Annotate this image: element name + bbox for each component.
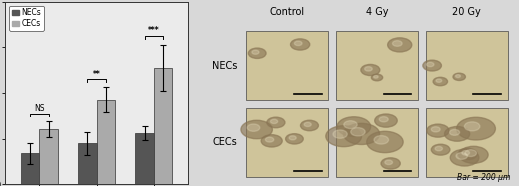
Bar [247, 31, 329, 100]
Circle shape [371, 74, 383, 81]
Circle shape [465, 122, 480, 131]
Circle shape [449, 129, 460, 135]
Circle shape [388, 38, 412, 52]
Bar [135, 133, 154, 184]
Bar [21, 153, 39, 184]
Circle shape [374, 136, 389, 144]
Text: CECs: CECs [212, 137, 237, 147]
Text: NS: NS [34, 104, 45, 113]
Bar [426, 31, 508, 100]
Circle shape [381, 158, 400, 169]
Circle shape [252, 50, 259, 54]
Circle shape [385, 160, 392, 165]
Circle shape [375, 114, 397, 127]
Circle shape [301, 120, 319, 131]
Circle shape [445, 126, 470, 141]
Circle shape [285, 134, 303, 144]
Circle shape [270, 119, 278, 124]
Circle shape [453, 73, 466, 81]
Circle shape [344, 121, 357, 129]
Circle shape [436, 79, 442, 82]
Text: NECs: NECs [212, 61, 237, 71]
Text: Control: Control [270, 7, 305, 17]
Circle shape [241, 120, 272, 139]
Bar [78, 143, 97, 184]
Circle shape [344, 123, 379, 145]
Circle shape [367, 131, 403, 153]
Bar [154, 68, 172, 184]
Circle shape [267, 117, 285, 128]
Circle shape [289, 136, 296, 140]
Bar [97, 100, 115, 184]
Circle shape [261, 135, 282, 147]
Circle shape [361, 64, 380, 76]
Circle shape [351, 128, 365, 136]
Circle shape [291, 39, 310, 50]
Circle shape [435, 146, 443, 151]
Circle shape [457, 117, 496, 140]
Circle shape [337, 117, 371, 137]
Legend: NECs, CECs: NECs, CECs [9, 6, 44, 31]
Circle shape [374, 76, 378, 78]
Circle shape [456, 75, 460, 78]
Circle shape [247, 124, 260, 131]
Circle shape [458, 148, 477, 160]
Bar [247, 108, 329, 177]
Circle shape [427, 62, 434, 67]
Circle shape [427, 124, 449, 137]
Circle shape [379, 117, 388, 122]
Circle shape [431, 127, 440, 132]
Circle shape [465, 150, 476, 156]
Circle shape [304, 122, 311, 126]
Text: 20 Gy: 20 Gy [452, 7, 481, 17]
Circle shape [249, 48, 266, 58]
Text: Bar = 200 μm: Bar = 200 μm [457, 173, 511, 182]
Circle shape [433, 77, 447, 86]
Circle shape [333, 130, 347, 138]
Text: 4 Gy: 4 Gy [366, 7, 388, 17]
Circle shape [431, 144, 450, 155]
Bar [336, 31, 418, 100]
Circle shape [265, 137, 274, 142]
Bar [39, 129, 58, 184]
Circle shape [462, 151, 470, 155]
Circle shape [456, 153, 468, 159]
Circle shape [423, 60, 442, 71]
Circle shape [326, 126, 362, 147]
Text: **: ** [93, 70, 101, 79]
Circle shape [392, 41, 402, 46]
Circle shape [294, 41, 302, 46]
Text: ***: *** [148, 26, 160, 35]
Circle shape [459, 146, 488, 163]
Circle shape [450, 149, 479, 166]
Bar [426, 108, 508, 177]
Bar [336, 108, 418, 177]
Circle shape [365, 67, 372, 71]
